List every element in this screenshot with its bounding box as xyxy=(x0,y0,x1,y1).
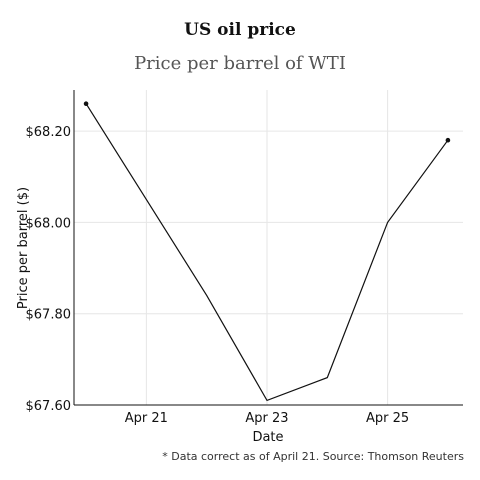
x-axis-title: Date xyxy=(252,430,283,445)
chart-subtitle: Price per barrel of WTI xyxy=(134,53,346,74)
series-layer xyxy=(83,101,451,402)
tick-labels: $67.60 $67.80 $68.00 $68.20 Apr 21 Apr 23 Apr … xyxy=(26,125,410,426)
y-tick-label: $67.80 xyxy=(26,308,72,323)
data-point xyxy=(83,101,89,106)
footnote: * Data correct as of April 21. Source: T… xyxy=(162,450,464,463)
grid xyxy=(74,90,463,406)
data-point xyxy=(445,137,451,143)
chart-title: US oil price xyxy=(184,20,296,40)
x-tick-label: Apr 23 xyxy=(245,411,288,426)
y-axis-title: Price per barrel ($) xyxy=(16,187,31,309)
series-line xyxy=(85,103,449,402)
y-tick-label: $68.00 xyxy=(26,216,72,231)
y-tick-label: $68.20 xyxy=(26,125,72,140)
y-tick-label: $67.60 xyxy=(26,399,72,414)
x-tick-label: Apr 21 xyxy=(125,411,168,426)
axes xyxy=(73,90,463,406)
x-tick-label: Apr 25 xyxy=(366,411,409,426)
